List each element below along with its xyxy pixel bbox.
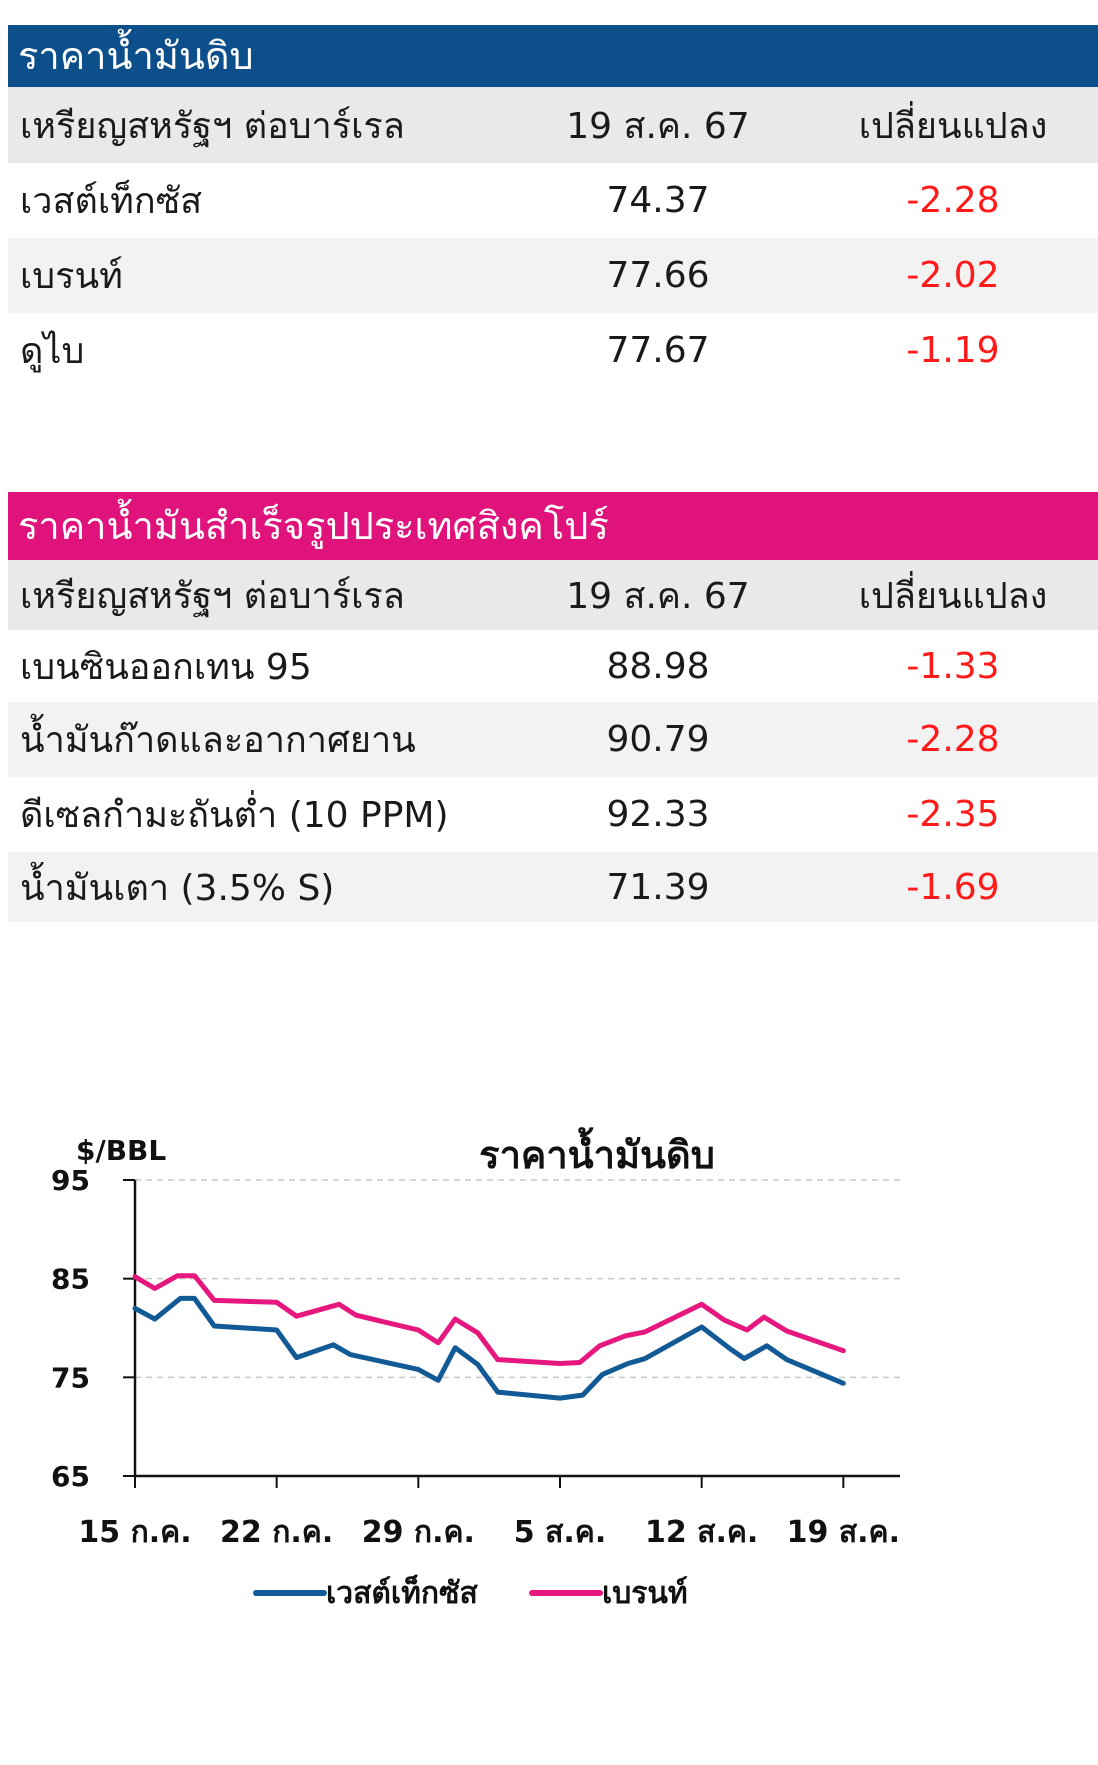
oil-change: -1.19 (906, 330, 1000, 371)
x-tick-label: 19 ส.ค. (787, 1515, 900, 1550)
table-row: เวสต์เท็กซัส 74.37 -2.28 (8, 163, 1098, 238)
x-tick-labels: 15 ก.ค. 22 ก.ค. 29 ก.ค. 5 ส.ค. 12 ส.ค. 19 ส.ค… (78, 1515, 900, 1550)
axes (123, 1179, 900, 1488)
chart-title: ราคาน้ำมันดิบ (479, 1127, 715, 1177)
oil-price: 90.79 (606, 719, 710, 760)
y-tick-labels: 95 85 75 65 (51, 1164, 90, 1493)
x-tick-label: 22 ก.ค. (220, 1515, 333, 1550)
x-tick-label: 5 ส.ค. (514, 1515, 607, 1550)
column-header-date: 19 ส.ค. 67 (566, 105, 750, 147)
oil-name: ดีเซลกำมะถันต่ำ (10 PPM) (20, 795, 449, 836)
table-row: เบนซินออกเทน 95 88.98 -1.33 (8, 630, 1098, 702)
oil-price: 77.66 (606, 255, 710, 296)
table-row: น้ำมันเตา (3.5% S) 71.39 -1.69 (8, 852, 1098, 922)
oil-change: -1.33 (906, 645, 1000, 687)
legend-label: เวสต์เท็กซัส (326, 1574, 478, 1611)
table-row: เบรนท์ 77.66 -2.02 (8, 238, 1098, 313)
x-tick-label: 29 ก.ค. (362, 1515, 475, 1550)
crude-oil-table: ราคาน้ำมันดิบ เหรียญสหรัฐฯ ต่อบาร์เรล 19… (8, 25, 1098, 388)
legend: เวสต์เท็กซัส เบรนท์ (253, 1574, 688, 1611)
oil-price: 71.39 (606, 866, 710, 908)
crude-oil-price-chart: $/BBL ราคาน้ำมันดิบ 95 85 75 65 15 ก.ค. 22 ก… (51, 1127, 900, 1611)
grid-lines (135, 1179, 900, 1379)
oil-change: -2.28 (906, 719, 1000, 760)
oil-name: น้ำมันก๊าดและอากาศยาน (20, 720, 416, 761)
table-row: ดีเซลกำมะถันต่ำ (10 PPM) 92.33 -2.35 (8, 777, 1098, 852)
column-header-date: 19 ส.ค. 67 (566, 575, 750, 617)
oil-change: -2.02 (906, 255, 1000, 296)
series-line (132, 1273, 846, 1366)
table-row: น้ำมันก๊าดและอากาศยาน 90.79 -2.28 (8, 702, 1098, 777)
column-header-change: เปลี่ยนแปลง (858, 105, 1048, 147)
table-row: ดูไบ 77.67 -1.19 (8, 313, 1098, 388)
refined-table-header: เหรียญสหรัฐฯ ต่อบาร์เรล 19 ส.ค. 67 เปลี่… (8, 560, 1098, 630)
y-tick-label: 75 (51, 1361, 90, 1394)
oil-name: น้ำมันเตา (3.5% S) (20, 867, 335, 909)
oil-change: -1.69 (906, 866, 1000, 908)
refined-oil-table: ราคาน้ำมันสำเร็จรูปประเทศสิงคโปร์ เหรียญ… (8, 492, 1098, 922)
oil-price: 88.98 (606, 645, 710, 687)
oil-price: 92.33 (606, 794, 710, 835)
column-header-unit: เหรียญสหรัฐฯ ต่อบาร์เรล (20, 105, 405, 147)
x-tick-label: 12 ส.ค. (645, 1515, 758, 1550)
oil-name: ดูไบ (20, 331, 85, 372)
oil-name: เบนซินออกเทน 95 (20, 646, 312, 688)
y-tick-label: 65 (51, 1460, 90, 1493)
oil-price: 74.37 (606, 180, 710, 221)
crude-table-header: เหรียญสหรัฐฯ ต่อบาร์เรล 19 ส.ค. 67 เปลี่… (8, 87, 1098, 163)
oil-change: -2.35 (906, 794, 1000, 835)
crude-table-title: ราคาน้ำมันดิบ (8, 25, 1098, 87)
series-lines (132, 1273, 846, 1401)
legend-label: เบรนท์ (602, 1576, 688, 1611)
column-header-unit: เหรียญสหรัฐฯ ต่อบาร์เรล (20, 575, 405, 617)
y-axis-label: $/BBL (76, 1134, 166, 1167)
refined-table-title: ราคาน้ำมันสำเร็จรูปประเทศสิงคโปร์ (8, 492, 1098, 560)
oil-name: เบรนท์ (20, 256, 123, 297)
series-line (132, 1295, 846, 1401)
oil-name: เวสต์เท็กซัส (20, 181, 203, 222)
oil-price: 77.67 (606, 330, 710, 371)
column-header-change: เปลี่ยนแปลง (858, 575, 1048, 617)
y-tick-label: 95 (51, 1164, 90, 1197)
y-tick-label: 85 (51, 1263, 90, 1296)
oil-change: -2.28 (906, 180, 1000, 221)
x-tick-label: 15 ก.ค. (78, 1515, 191, 1550)
